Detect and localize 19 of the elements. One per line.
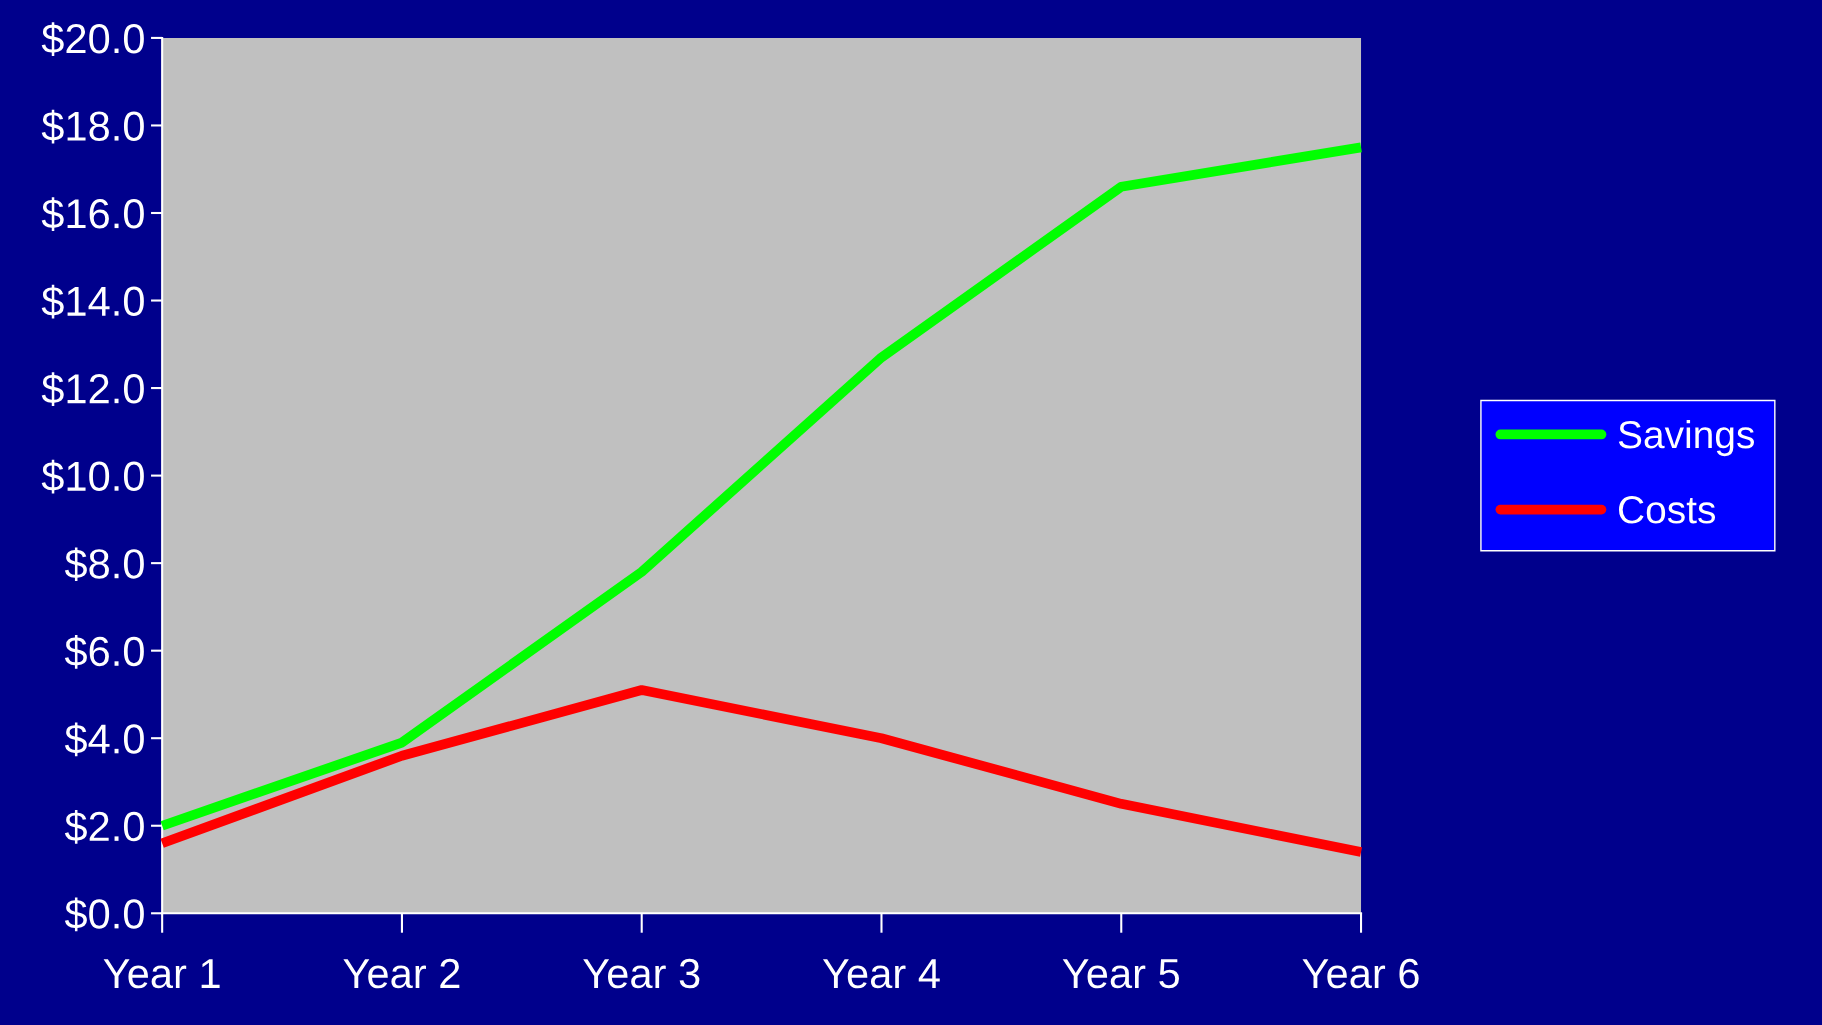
y-tick-label: $18.0 [41,109,144,144]
x-tick-label: Year 6 [1302,958,1419,989]
x-tick-label: Year 3 [583,958,700,989]
y-tick-label: $12.0 [41,372,144,407]
x-tick-label: Year 2 [343,958,460,989]
y-tick-label: $14.0 [41,284,144,319]
y-tick-label: $0.0 [64,897,144,932]
x-tick-label: Year 5 [1062,959,1179,989]
y-tick-label: $20.0 [41,22,144,56]
legend-label: Savings [1618,419,1754,457]
y-tick-label: $6.0 [64,634,144,669]
y-tick-label: $2.0 [64,809,144,844]
y-tick-label: $4.0 [64,722,144,757]
x-tick-label: Year 1 [103,959,220,989]
y-tick-label: $16.0 [41,197,144,231]
x-tick-label: Year 4 [822,959,940,989]
legend-label: Costs [1619,496,1716,524]
y-tick-label: $8.0 [64,547,144,582]
y-tick-label: $10.0 [41,459,144,494]
